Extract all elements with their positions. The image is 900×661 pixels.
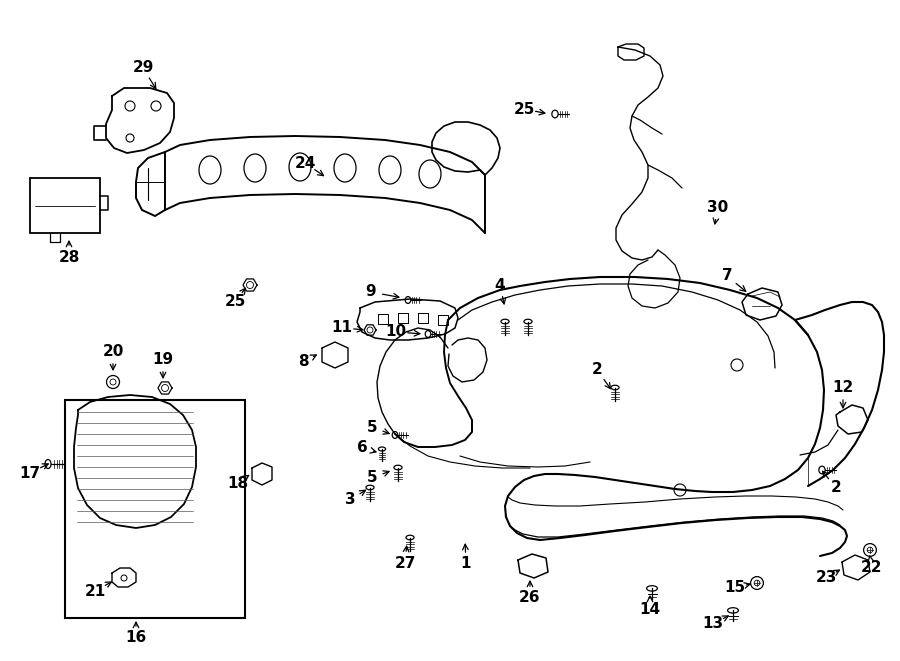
Text: 13: 13: [702, 617, 724, 631]
Text: 15: 15: [724, 580, 745, 596]
Text: 11: 11: [331, 321, 353, 336]
Text: 16: 16: [125, 631, 147, 646]
Text: 14: 14: [639, 602, 661, 617]
Text: 25: 25: [224, 295, 246, 309]
Text: 27: 27: [394, 555, 416, 570]
Text: 21: 21: [85, 584, 105, 598]
Text: 4: 4: [495, 278, 505, 293]
Text: 2: 2: [591, 362, 602, 377]
Text: 20: 20: [103, 344, 123, 360]
Text: 12: 12: [832, 381, 853, 395]
Text: 26: 26: [519, 590, 541, 605]
Text: 29: 29: [132, 61, 154, 75]
Text: 17: 17: [20, 465, 40, 481]
Text: 24: 24: [294, 155, 316, 171]
Text: 10: 10: [385, 325, 407, 340]
Bar: [65, 400, 245, 618]
Text: 7: 7: [722, 268, 733, 284]
Text: 5: 5: [366, 420, 377, 434]
Text: 3: 3: [345, 492, 356, 508]
Text: 19: 19: [152, 352, 174, 368]
Text: 8: 8: [298, 354, 309, 369]
Text: 30: 30: [707, 200, 729, 215]
Text: 2: 2: [831, 481, 842, 496]
Text: 25: 25: [513, 102, 535, 116]
Text: 18: 18: [228, 475, 248, 490]
Text: 23: 23: [815, 570, 837, 586]
Polygon shape: [30, 178, 100, 233]
Text: 5: 5: [366, 471, 377, 485]
Text: 28: 28: [58, 249, 80, 264]
Text: 1: 1: [461, 557, 472, 572]
Text: 22: 22: [861, 561, 883, 576]
Text: 9: 9: [365, 284, 376, 299]
Text: 6: 6: [356, 440, 367, 455]
